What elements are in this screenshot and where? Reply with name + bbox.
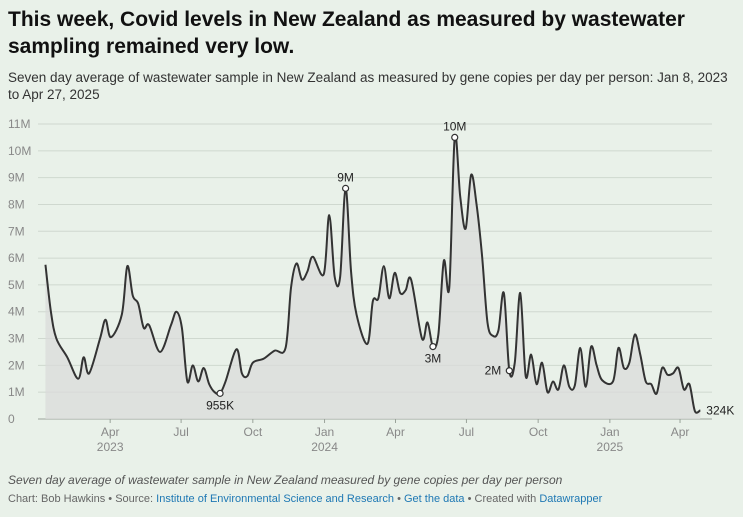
x-tick-label: Jul	[459, 425, 474, 439]
annotation-marker	[505, 367, 513, 375]
x-year-label: 2025	[597, 440, 624, 454]
annotation-marker	[216, 389, 224, 397]
annotation-marker	[451, 133, 459, 142]
x-tick-label: Apr	[386, 425, 405, 439]
x-tick-label: Oct	[529, 425, 548, 439]
chart-note: Seven day average of wastewater sample i…	[8, 473, 563, 487]
y-tick-label: 8M	[8, 197, 25, 211]
y-tick-label: 7M	[8, 224, 25, 238]
y-tick-label: 4M	[8, 305, 25, 319]
y-tick-label: 10M	[8, 144, 31, 158]
y-tick-label: 6M	[8, 251, 25, 265]
x-tick-label: Jan	[600, 425, 619, 439]
x-year-label: 2024	[311, 440, 338, 454]
x-tick-label: Apr	[671, 425, 690, 439]
footer-chart-by: Chart: Bob Hawkins	[8, 493, 106, 505]
annotation-label: 955K	[206, 398, 234, 412]
y-tick-label: 9M	[8, 171, 25, 185]
get-data-link[interactable]: Get the data	[403, 493, 465, 505]
y-tick-label: 0	[8, 412, 15, 426]
annotation-label: 324K	[706, 403, 734, 417]
series-line	[44, 133, 701, 414]
y-axis: 0 1M 2M 3M 4M 5M 6M 7M 8M 9M 10M 11M	[8, 117, 31, 426]
source-link[interactable]: Institute of Environmental Science and R…	[156, 493, 395, 505]
x-year-label: 2023	[97, 440, 124, 454]
x-tick-label: Jul	[173, 425, 188, 439]
footer-created-with: Created with	[474, 493, 540, 505]
x-tick-label: Apr	[101, 425, 120, 439]
footer-separator: •	[105, 493, 116, 505]
footer-separator: •	[394, 493, 404, 505]
series-area	[45, 134, 701, 419]
annotation-label: 3M	[425, 352, 442, 366]
annotations: 955K 9M 3M 10M 2M 324K	[206, 119, 734, 417]
footer-separator: •	[464, 493, 475, 505]
annotation-label: 10M	[443, 119, 466, 133]
y-tick-label: 1M	[8, 385, 25, 399]
annotation-label: 2M	[485, 364, 502, 378]
chart-footer: Chart: Bob Hawkins • Source: Institute o…	[8, 493, 602, 505]
y-tick-label: 2M	[8, 358, 25, 372]
y-tick-label: 5M	[8, 278, 25, 292]
x-tick-label: Oct	[243, 425, 262, 439]
x-tick-label: Jan	[315, 425, 334, 439]
y-tick-label: 11M	[8, 117, 30, 131]
y-tick-label: 3M	[8, 332, 25, 346]
datawrapper-link[interactable]: Datawrapper	[539, 493, 603, 505]
chart-title: This week, Covid levels in New Zealand a…	[8, 8, 685, 58]
annotation-marker	[341, 184, 350, 192]
annotation-label: 9M	[337, 170, 354, 184]
chart-subtitle: Seven day average of wastewater sample i…	[8, 70, 728, 102]
footer-source-label: Source:	[115, 493, 157, 505]
annotation-marker	[429, 342, 437, 351]
